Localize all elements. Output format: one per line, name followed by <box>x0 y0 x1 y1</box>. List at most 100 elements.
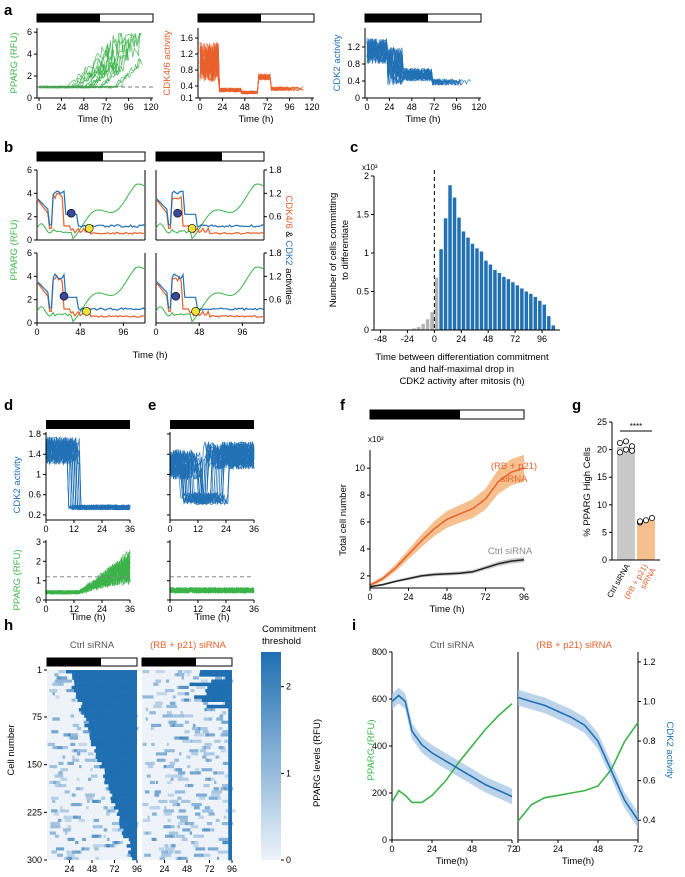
heatmap-row <box>228 752 232 756</box>
heatmap-speck <box>175 834 185 838</box>
heatmap-speck <box>88 685 98 689</box>
heatmap-speck <box>170 834 176 838</box>
y-tick-label: 3 <box>36 537 41 547</box>
heatmap-row <box>119 822 137 826</box>
trace-line <box>199 44 261 95</box>
heatmap-speck <box>126 853 134 857</box>
heatmap-speck <box>171 844 176 848</box>
heatmap-speck <box>121 685 130 689</box>
x-tick-label: 96 <box>537 334 547 344</box>
heatmap-speck <box>174 850 181 854</box>
heatmap-speck <box>211 682 216 686</box>
heatmap-row <box>84 723 137 728</box>
y-ticks: 0 5 10 15 20 25 <box>597 417 612 565</box>
heatmap-speck <box>60 768 69 772</box>
heatmap-speck <box>186 755 191 759</box>
y-axis-label: PPARG (RFU) <box>9 32 20 93</box>
heatmap-speck <box>189 831 193 835</box>
x-tick-label: 72 <box>204 864 214 874</box>
heatmap-speck <box>50 730 59 734</box>
heatmap-speck <box>214 739 221 743</box>
heatmap-speck <box>73 815 81 819</box>
x-tick-label: 12 <box>193 604 203 614</box>
y-tick-label: 1.2 <box>269 271 282 281</box>
heatmap-speck <box>225 809 236 813</box>
panel-c-histogram: 0 0.5 1 1.5 2 -48 -24 0 24 48 72 96 x10³ Number of… <box>328 163 560 387</box>
colorbar-rect <box>261 652 281 860</box>
heatmap-speck <box>189 749 199 753</box>
heatmap-speck <box>142 742 147 746</box>
heatmap-row <box>118 809 137 813</box>
heatmap-speck <box>72 758 80 762</box>
heatmap-row <box>108 784 137 788</box>
heatmap-speck <box>57 818 62 822</box>
heatmap-speck <box>209 689 216 693</box>
x-tick-label: 48 <box>79 102 89 112</box>
heatmap-speck <box>197 727 208 731</box>
y-axis-label-1: Number of cells committing <box>328 193 339 308</box>
heatmap-speck <box>75 841 79 845</box>
heatmap-speck <box>174 790 186 794</box>
heatmap-speck <box>67 825 72 829</box>
x-tick-label: 12 <box>193 524 203 534</box>
x-axis-label: Time (h) <box>70 612 105 623</box>
heatmap-row <box>71 685 137 690</box>
heatmap-speck <box>223 815 227 819</box>
heatmap-row <box>199 673 232 677</box>
heatmap-speck <box>71 698 76 702</box>
title-rb: (RB + p21) siRNA <box>536 640 612 651</box>
heatmap-speck <box>222 730 232 734</box>
heatmap-speck <box>210 708 216 712</box>
heatmap-speck <box>167 793 175 797</box>
heatmap-speck <box>114 841 118 845</box>
heatmap-speck <box>127 853 134 857</box>
heatmap-speck <box>93 698 97 702</box>
heatmap-speck <box>184 720 190 724</box>
x-tick-label: 96 <box>237 327 247 337</box>
y-axis-label-2: to differentiate <box>340 220 351 280</box>
heatmap-speck <box>202 809 214 813</box>
heatmap-speck <box>178 809 186 813</box>
y-tick-label: 800 <box>372 647 387 657</box>
heatmap-speck <box>172 723 184 727</box>
heatmap-speck <box>201 828 211 832</box>
y-tick-label: 2 <box>364 171 369 181</box>
heatmap-speck <box>169 844 176 848</box>
y-tick-label: 0 <box>364 325 369 335</box>
heatmap-speck <box>127 739 136 743</box>
heatmap-speck <box>211 790 222 794</box>
heatmap-speck <box>203 746 211 750</box>
heatmap-speck <box>83 720 93 724</box>
heatmap-speck <box>85 793 93 797</box>
heatmap-row <box>228 708 232 712</box>
heatmap-speck <box>177 856 188 860</box>
heatmap-speck <box>90 774 98 778</box>
y-tick-label: 1.2 <box>269 188 282 198</box>
heatmap-speck <box>67 761 74 765</box>
heatmap-speck <box>125 831 135 835</box>
x-tick-label: -24 <box>401 334 414 344</box>
x-tick-label: 48 <box>407 102 417 112</box>
heatmap-speck <box>78 765 82 769</box>
heatmap-speck <box>177 815 188 819</box>
heatmap-speck <box>176 803 180 807</box>
heatmap-speck <box>204 742 212 746</box>
heatmap-speck <box>164 844 169 848</box>
heatmap-row <box>206 692 232 696</box>
heatmap-speck <box>218 746 226 750</box>
heatmap-speck <box>224 787 234 791</box>
heatmap-speck <box>154 793 160 797</box>
x-tick-label: 12 <box>69 604 79 614</box>
title-ctrl: Ctrl siRNA <box>430 640 475 651</box>
heatmap-speck <box>109 771 121 775</box>
heatmap-speck <box>184 692 190 696</box>
heatmap-row <box>75 695 137 699</box>
heatmap-speck <box>50 796 59 800</box>
heatmap-row <box>225 676 232 680</box>
heatmap-speck <box>49 780 57 784</box>
panel-i-averages: Ctrl siRNA (RB + p21) siRNA 0 200 400 600 80… <box>366 640 675 867</box>
pparg-trace <box>169 586 255 594</box>
heatmap-speck <box>97 714 103 718</box>
heatmap-speck <box>222 720 228 724</box>
heatmap-speck <box>104 777 109 781</box>
